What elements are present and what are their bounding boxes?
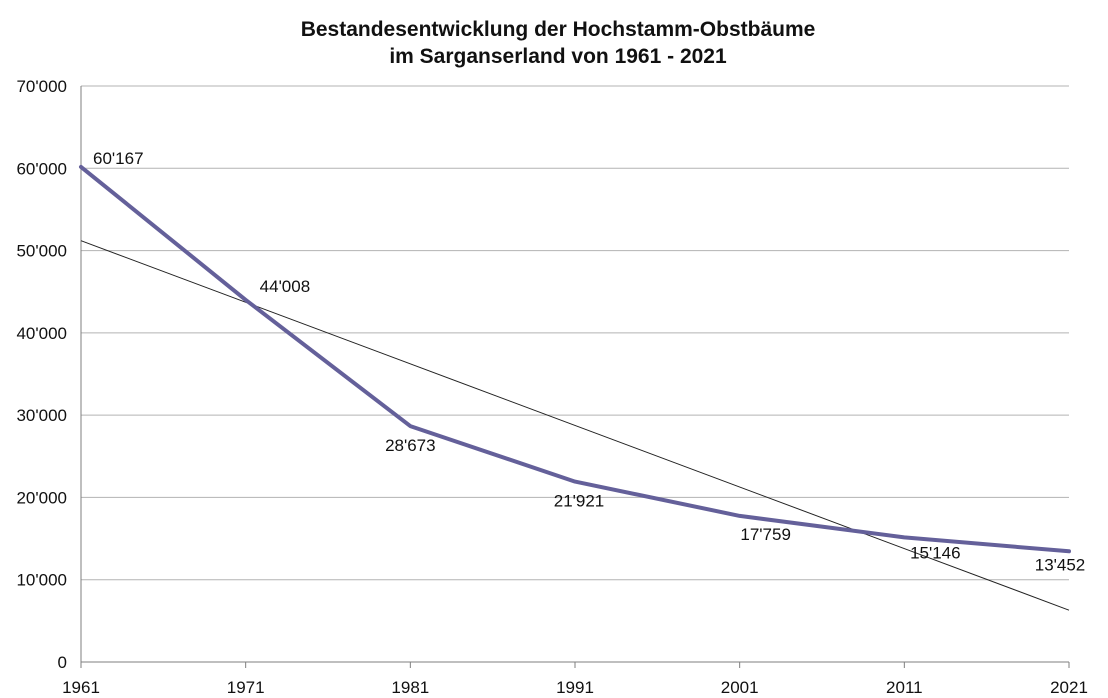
chart-title: Bestandesentwicklung der Hochstamm-Obstb… bbox=[301, 18, 816, 68]
series-polyline bbox=[79, 164, 1071, 554]
y-tick-label: 40'000 bbox=[16, 324, 67, 343]
y-tick-label: 70'000 bbox=[16, 77, 67, 96]
chart-title-line-2: im Sarganserland von 1961 - 2021 bbox=[389, 45, 727, 68]
series-line bbox=[79, 164, 1071, 554]
data-label: 21'921 bbox=[554, 492, 605, 511]
x-tick-label: 1991 bbox=[556, 678, 594, 697]
x-tick-label: 1971 bbox=[227, 678, 265, 697]
data-label: 28'673 bbox=[385, 436, 436, 455]
y-tick-label: 0 bbox=[58, 653, 67, 672]
data-labels: 60'167 44'008 28'673 21'921 17'759 15'146 13'4… bbox=[93, 149, 1085, 574]
x-tick-label: 1961 bbox=[62, 678, 100, 697]
data-label: 44'008 bbox=[260, 277, 311, 296]
y-axis-tick-labels: 0 10'000 20'000 30'000 40'000 50'000 60'000 70'… bbox=[16, 77, 67, 672]
x-tick-label: 2011 bbox=[886, 678, 923, 697]
y-tick-label: 50'000 bbox=[16, 242, 67, 261]
x-tick-label: 2001 bbox=[721, 678, 759, 697]
axes bbox=[80, 86, 1070, 668]
y-tick-label: 30'000 bbox=[16, 406, 67, 425]
data-label: 60'167 bbox=[93, 149, 144, 168]
y-tick-label: 60'000 bbox=[16, 159, 67, 178]
x-tick-label: 1981 bbox=[391, 678, 429, 697]
gridlines bbox=[81, 85, 1069, 581]
data-label: 17'759 bbox=[740, 525, 791, 544]
data-label: 15'146 bbox=[910, 543, 961, 562]
y-tick-label: 10'000 bbox=[16, 571, 67, 590]
chart-title-line-1: Bestandesentwicklung der Hochstamm-Obstb… bbox=[301, 18, 816, 41]
y-tick-label: 20'000 bbox=[16, 488, 67, 507]
data-label: 13'452 bbox=[1035, 555, 1086, 574]
x-axis-tick-labels: 1961 1971 1981 1991 2001 2011 2021 bbox=[62, 678, 1088, 697]
x-tick-label: 2021 bbox=[1050, 678, 1088, 697]
